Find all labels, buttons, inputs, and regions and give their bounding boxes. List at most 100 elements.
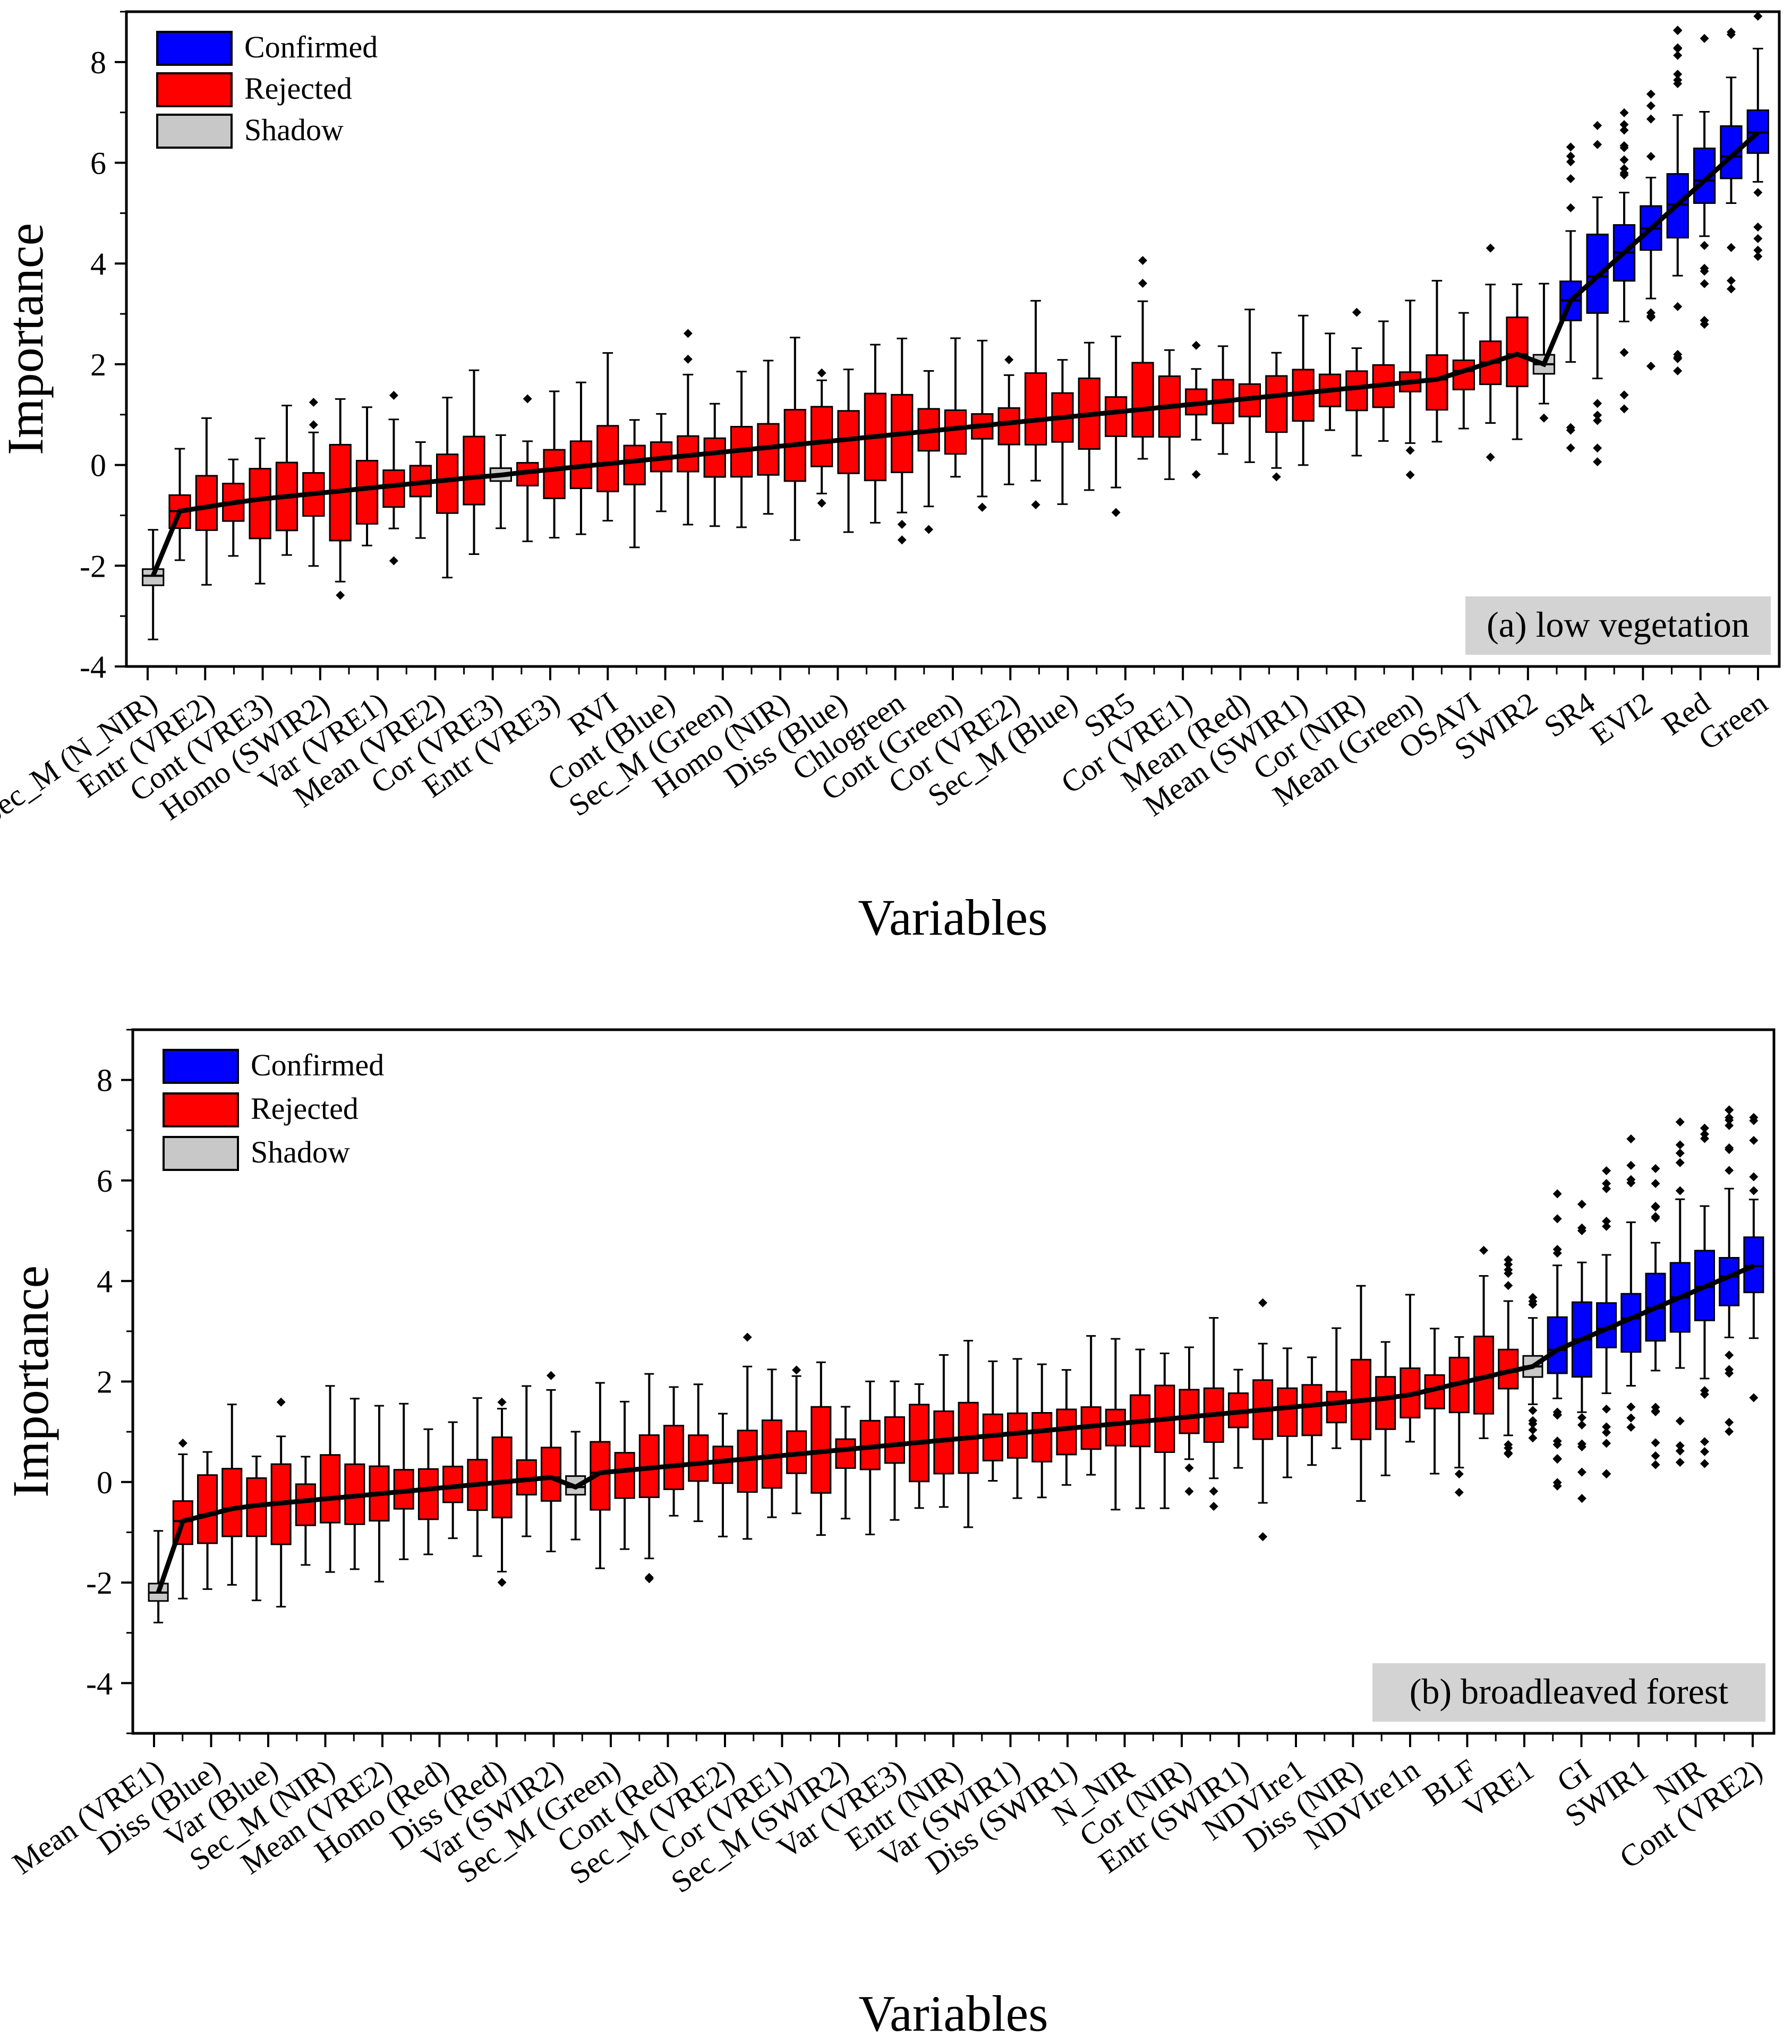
outlier-point [1619, 348, 1629, 357]
outlier-point [1619, 404, 1629, 414]
box-rejected [295, 1483, 316, 1526]
outlier-point [1566, 142, 1575, 152]
outlier-point [523, 394, 532, 404]
legend-swatch [156, 72, 233, 107]
outlier-point [1258, 1532, 1268, 1542]
outlier-point [792, 1365, 801, 1375]
outlier-point [1566, 203, 1575, 212]
outlier-point [1700, 33, 1709, 43]
box-rejected [463, 435, 485, 506]
median-trend-line [151, 131, 1760, 577]
outlier-point [1486, 243, 1495, 253]
outlier-point [1209, 1502, 1218, 1511]
box-rejected [1265, 375, 1288, 433]
box-rejected [1056, 1408, 1077, 1456]
outlier-point [1184, 1463, 1194, 1473]
x-axis-title: Variables [858, 889, 1047, 946]
outlier-point [1619, 125, 1629, 135]
outlier-point [1602, 1439, 1611, 1448]
box-rejected [1024, 372, 1047, 446]
outlier-point [1726, 284, 1736, 294]
outlier-point [1673, 43, 1683, 53]
box-rejected [688, 1434, 709, 1482]
outlier-point [1700, 1437, 1709, 1447]
outlier-point [1552, 1189, 1562, 1199]
y-tick-label: -2 [86, 1566, 113, 1601]
outlier-point [1528, 1433, 1538, 1443]
outlier-point [1566, 157, 1575, 167]
outlier-point [1646, 313, 1656, 322]
outlier-point [1626, 1402, 1636, 1412]
outlier-point [1138, 279, 1148, 288]
outlier-point [1646, 152, 1656, 161]
outlier-point [497, 1578, 507, 1587]
outlier-point [1675, 1446, 1685, 1456]
outlier-point [389, 391, 398, 400]
outlier-point [1031, 500, 1040, 509]
outlier-point [1566, 443, 1575, 452]
y-tick-label: 8 [97, 1063, 113, 1098]
outlier-point [1749, 1393, 1759, 1402]
outlier-point [309, 398, 318, 407]
outlier-point [1454, 1487, 1464, 1497]
outlier-point [1566, 174, 1575, 183]
outlier-point [1593, 457, 1602, 467]
y-tick-label: -4 [86, 1666, 113, 1701]
box-rejected [1131, 362, 1154, 438]
box-rejected [944, 409, 967, 455]
box-rejected [1326, 1391, 1347, 1424]
box-rejected [614, 1452, 635, 1499]
outlier-point [1753, 12, 1763, 21]
outlier-point [1646, 89, 1656, 99]
outlier-point [1454, 1469, 1464, 1479]
y-tick-label: 6 [90, 146, 106, 181]
y-tick-label: 8 [90, 45, 106, 80]
outlier-point [977, 502, 987, 512]
outlier-point [1405, 470, 1415, 480]
outlier-point [1272, 472, 1281, 482]
outlier-point [1753, 188, 1763, 197]
outlier-point [1593, 410, 1602, 420]
outlier-point [683, 329, 693, 338]
box-rejected [884, 1416, 905, 1464]
outlier-point [1700, 241, 1709, 250]
outlier-point [1111, 508, 1121, 517]
x-tick-label: EVI2 [1584, 685, 1659, 751]
outlier-point [1700, 320, 1709, 329]
panel-label: (b) broadleaved forest [1410, 1671, 1728, 1712]
box-rejected [1031, 1412, 1053, 1463]
outlier-point [1646, 114, 1656, 124]
box-rejected [543, 449, 566, 499]
outlier-point [1626, 1134, 1636, 1144]
y-tick-label: -2 [80, 549, 106, 584]
box-rejected [195, 475, 218, 531]
outlier-point [497, 1397, 507, 1407]
outlier-point [1673, 302, 1683, 311]
outlier-point [1651, 1407, 1660, 1416]
outlier-point [1619, 155, 1629, 165]
outlier-point [336, 591, 345, 600]
box-rejected [197, 1474, 218, 1544]
legend-swatch [163, 1136, 239, 1171]
outlier-point [1504, 1260, 1513, 1269]
outlier-point [1646, 361, 1656, 371]
outlier-point [1593, 140, 1602, 149]
box-rejected [491, 1436, 513, 1519]
box-rejected [835, 1438, 856, 1469]
outlier-point [1539, 413, 1549, 423]
outlier-point [1552, 1455, 1562, 1464]
outlier-point [1700, 1459, 1709, 1468]
outlier-point [1675, 1458, 1685, 1467]
outlier-point [389, 556, 398, 566]
outlier-point [1191, 340, 1201, 350]
legend-label: Confirmed [251, 1048, 384, 1082]
outlier-point [1726, 276, 1736, 285]
y-axis-title: Importance [0, 223, 54, 455]
y-tick-label: 4 [90, 246, 106, 281]
outlier-point [897, 535, 907, 545]
outlier-point [1602, 1469, 1611, 1478]
outlier-point [1651, 1460, 1660, 1469]
outlier-point [1651, 1451, 1660, 1460]
outlier-point [1753, 234, 1763, 243]
outlier-point [1651, 1438, 1660, 1448]
